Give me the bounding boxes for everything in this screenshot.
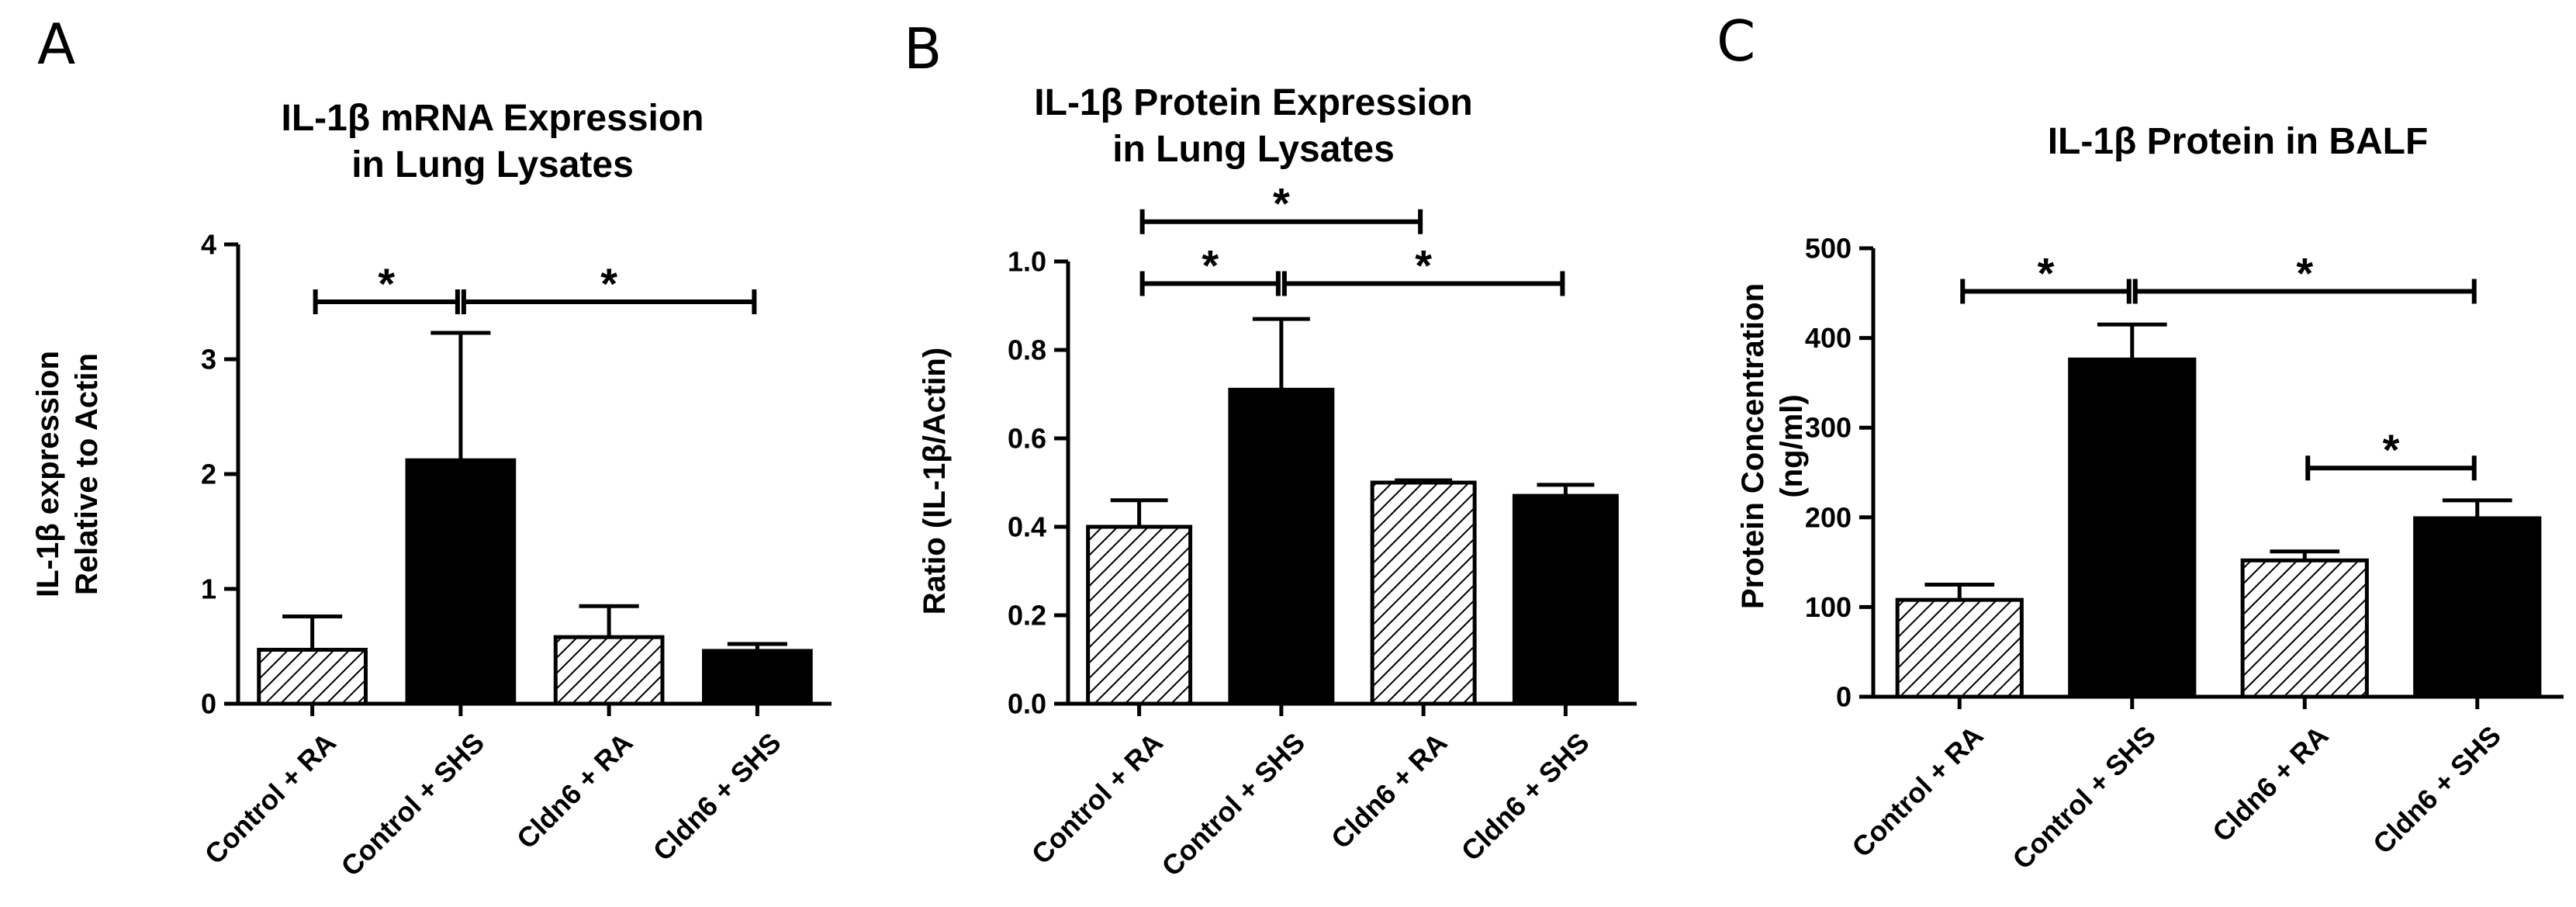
x-tick-label: Cldn6 + SHS xyxy=(2367,719,2507,860)
panel-letter: C xyxy=(1717,9,1755,74)
x-tick-label: Control + RA xyxy=(1025,726,1169,870)
significance-star: * xyxy=(378,259,395,308)
y-axis-label: Ratio (IL-1β/Actin) xyxy=(918,348,952,614)
significance-star: * xyxy=(1202,241,1219,290)
y-tick-label: 0.0 xyxy=(1008,688,1046,720)
y-tick-label: 1 xyxy=(201,573,216,605)
chart-title: IL-1β mRNA Expression xyxy=(282,98,704,139)
x-tick-label: Control + RA xyxy=(1845,719,1989,863)
chart-title: IL-1β Protein Expression xyxy=(1034,82,1472,123)
y-tick-label: 1.0 xyxy=(1008,246,1046,278)
x-tick-label: Cldn6 + SHS xyxy=(1455,726,1596,867)
x-tick-label: Control + SHS xyxy=(1155,726,1311,882)
panels-group: A IL-1β mRNA Expression in Lung Lysates IL-… xyxy=(31,9,2564,882)
x-tick-label: Cldn6 + SHS xyxy=(647,726,787,867)
panel-B: B IL-1β Protein Expression in Lung Lysates… xyxy=(904,16,1637,882)
x-tick-label: Cldn6 + RA xyxy=(1325,726,1453,854)
panel-C: C IL-1β Protein in BALF Protein Concentrat… xyxy=(1717,9,2564,875)
y-tick-label: 2 xyxy=(201,459,216,490)
x-tick-label: Cldn6 + RA xyxy=(2206,719,2334,847)
y-axis-label: Relative to Actin xyxy=(70,353,104,595)
bar-1 xyxy=(1895,597,2024,699)
bar-3 xyxy=(1370,480,1477,706)
bar-3 xyxy=(553,635,665,706)
y-tick-label: 0.2 xyxy=(1008,600,1046,632)
y-axis-label: (ng/ml) xyxy=(1775,394,1809,497)
x-tick-label: Control + RA xyxy=(199,726,342,870)
bar-4 xyxy=(2413,516,2542,699)
y-tick-label: 100 xyxy=(1805,591,1852,623)
y-tick-label: 200 xyxy=(1805,501,1852,533)
significance-star: * xyxy=(2038,248,2055,297)
y-tick-label: 0 xyxy=(201,688,216,720)
significance-star: * xyxy=(600,259,617,308)
x-tick-label: Control + SHS xyxy=(2006,719,2162,875)
significance-star: * xyxy=(1415,241,1432,290)
y-axis-label: IL-1β expression xyxy=(31,351,65,597)
x-tick-label: Cldn6 + RA xyxy=(510,726,638,854)
chart-title: in Lung Lysates xyxy=(351,144,634,185)
significance-star: * xyxy=(2296,248,2313,297)
y-tick-label: 300 xyxy=(1805,412,1852,444)
panel-letter: B xyxy=(904,16,942,81)
y-tick-label: 0.6 xyxy=(1008,423,1046,455)
bar-1 xyxy=(1086,524,1193,706)
bar-2 xyxy=(1228,387,1335,706)
y-tick-label: 400 xyxy=(1805,322,1852,354)
bar-2 xyxy=(405,458,517,706)
y-tick-label: 0.8 xyxy=(1008,334,1046,366)
y-tick-label: 3 xyxy=(201,344,216,376)
x-tick-label: Control + SHS xyxy=(334,726,490,882)
significance-star: * xyxy=(1273,179,1290,228)
y-tick-label: 0.4 xyxy=(1008,511,1046,543)
y-tick-label: 4 xyxy=(201,229,216,261)
y-tick-label: 500 xyxy=(1805,233,1852,265)
bar-3 xyxy=(2240,558,2369,699)
bar-2 xyxy=(2068,357,2197,699)
bar-4 xyxy=(702,649,813,706)
panel-letter: A xyxy=(37,12,75,77)
panel-A: A IL-1β mRNA Expression in Lung Lysates IL-… xyxy=(31,12,832,882)
chart-title: in Lung Lysates xyxy=(1112,129,1395,170)
bar-4 xyxy=(1512,493,1619,706)
bar-1 xyxy=(257,647,368,706)
chart-title: IL-1β Protein in BALF xyxy=(2048,121,2429,162)
y-tick-label: 0 xyxy=(1836,681,1852,713)
y-axis-label: Protein Concentration xyxy=(1736,283,1770,609)
significance-star: * xyxy=(2383,425,2400,474)
